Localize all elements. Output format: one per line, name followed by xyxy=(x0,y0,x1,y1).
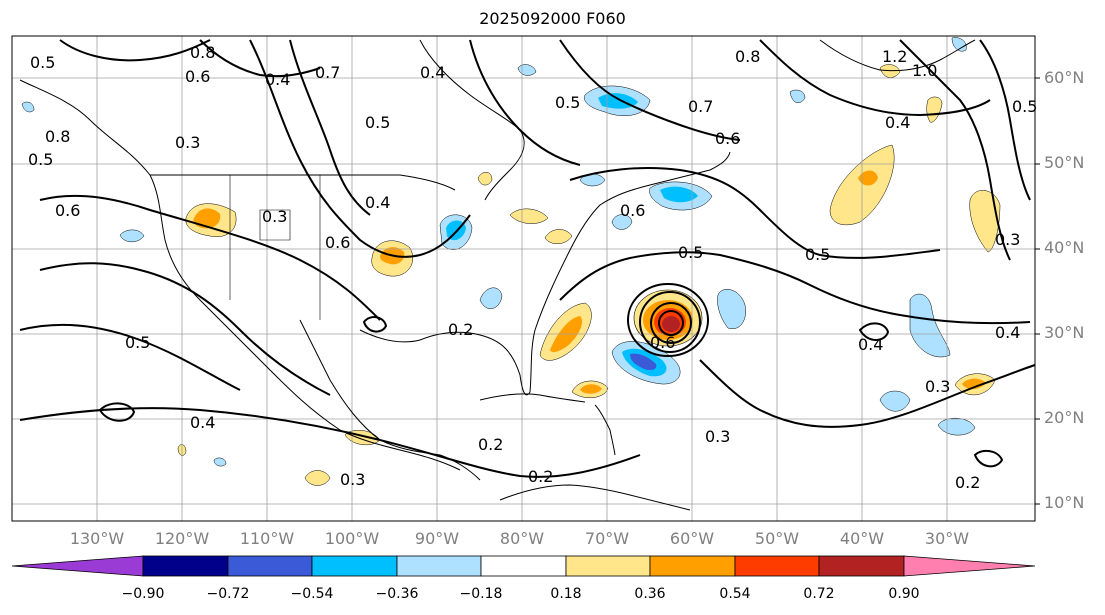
lat-label: 10°N xyxy=(1044,493,1085,512)
lon-label: 40°W xyxy=(839,529,885,548)
contour-label: 0.2 xyxy=(955,473,980,492)
contour-label: 0.2 xyxy=(528,467,553,486)
contour-label: 0.2 xyxy=(448,320,473,339)
contour-label: 0.3 xyxy=(995,230,1020,249)
colorbar-tick: −0.36 xyxy=(375,586,419,602)
lat-label: 30°N xyxy=(1044,323,1085,342)
contour-label: 0.5 xyxy=(805,245,830,264)
contour-label: 0.5 xyxy=(365,113,390,132)
lon-label: 90°W xyxy=(414,529,460,548)
contour-label: 0.4 xyxy=(885,113,910,132)
colorbar-bin xyxy=(480,555,567,577)
colorbar-tick: 0.90 xyxy=(888,586,920,602)
colorbar-underflow xyxy=(11,555,144,577)
lon-label: 50°W xyxy=(754,529,800,548)
lon-label: 30°W xyxy=(924,529,970,548)
colorbar-bin xyxy=(311,555,398,577)
lat-label: 20°N xyxy=(1044,408,1085,427)
figure-title: 2025092000 F060 xyxy=(479,9,626,28)
contour-label: 0.8 xyxy=(45,127,70,146)
map-frame xyxy=(11,35,1036,522)
colorbar xyxy=(11,555,1036,577)
colorbar-bin xyxy=(818,555,905,577)
lon-label: 100°W xyxy=(324,529,380,548)
colorbar-tick: −0.90 xyxy=(121,586,165,602)
contour-label: 0.6 xyxy=(325,233,350,252)
contour-label: 0.5 xyxy=(30,53,55,72)
colorbar-tick: 0.72 xyxy=(803,586,835,602)
contour-label: 0.4 xyxy=(265,70,290,89)
contour-label: 0.7 xyxy=(688,97,713,116)
contour-label: 0.6 xyxy=(55,201,80,220)
lon-label: 70°W xyxy=(584,529,630,548)
contour-label: 0.4 xyxy=(995,323,1020,342)
colorbar-tick: 0.36 xyxy=(634,586,666,602)
contour-label: 0.6 xyxy=(650,333,675,352)
lon-label: 110°W xyxy=(239,529,295,548)
colorbar-bin xyxy=(142,555,229,577)
colorbar-bin xyxy=(565,555,651,577)
contour-label: 0.5 xyxy=(28,150,53,169)
colorbar-bin xyxy=(227,555,313,577)
contour-label: 0.5 xyxy=(125,333,150,352)
contour-label: 0.4 xyxy=(858,335,883,354)
lat-ticks xyxy=(1035,77,1040,505)
contour-label: 0.6 xyxy=(620,201,645,220)
contour-label: 1.2 xyxy=(882,47,907,66)
lon-label: 120°W xyxy=(154,529,210,548)
contour-label: 0.5 xyxy=(678,243,703,262)
lat-label: 40°N xyxy=(1044,238,1085,257)
contour-label: 0.3 xyxy=(262,207,287,226)
contour-label: 0.3 xyxy=(925,377,950,396)
lon-label: 80°W xyxy=(499,529,545,548)
contour-labels: 0.5 0.8 0.6 0.4 0.7 0.3 0.5 0.6 0.4 0.5 … xyxy=(28,43,1037,492)
colorbar-tick: 0.54 xyxy=(719,586,751,602)
colorbar-bin xyxy=(734,555,820,577)
contour-label: 0.6 xyxy=(185,67,210,86)
contour-label: 0.4 xyxy=(190,413,215,432)
contour-label: 0.5 xyxy=(555,93,580,112)
colorbar-overflow xyxy=(903,555,1036,577)
contour-label: 0.8 xyxy=(190,43,215,62)
contour-label: 0.3 xyxy=(175,133,200,152)
colorbar-tick: −0.18 xyxy=(459,586,503,602)
lon-label: 130°W xyxy=(69,529,125,548)
lat-label: 50°N xyxy=(1044,153,1085,172)
colorbar-tick: −0.72 xyxy=(206,586,250,602)
colorbar-tick: −0.54 xyxy=(290,586,334,602)
contour-label: 0.2 xyxy=(478,435,503,454)
contour-label: 0.6 xyxy=(715,129,740,148)
colorbar-tick: 0.18 xyxy=(550,586,582,602)
contour-label: 0.7 xyxy=(315,63,340,82)
lon-label: 60°W xyxy=(669,529,715,548)
contours xyxy=(19,39,1036,478)
contour-label: 0.8 xyxy=(735,47,760,66)
lat-label: 60°N xyxy=(1044,68,1085,87)
colorbar-bin xyxy=(396,555,482,577)
colorbar-bin xyxy=(649,555,736,577)
contour-label: 0.4 xyxy=(420,63,445,82)
graticule xyxy=(12,36,1035,521)
contour-label: 0.3 xyxy=(705,427,730,446)
contour-label: 1.0 xyxy=(912,61,937,80)
contour-label: 0.5 xyxy=(1012,97,1037,116)
contour-label: 0.3 xyxy=(340,470,365,489)
contour-label: 0.4 xyxy=(365,193,390,212)
